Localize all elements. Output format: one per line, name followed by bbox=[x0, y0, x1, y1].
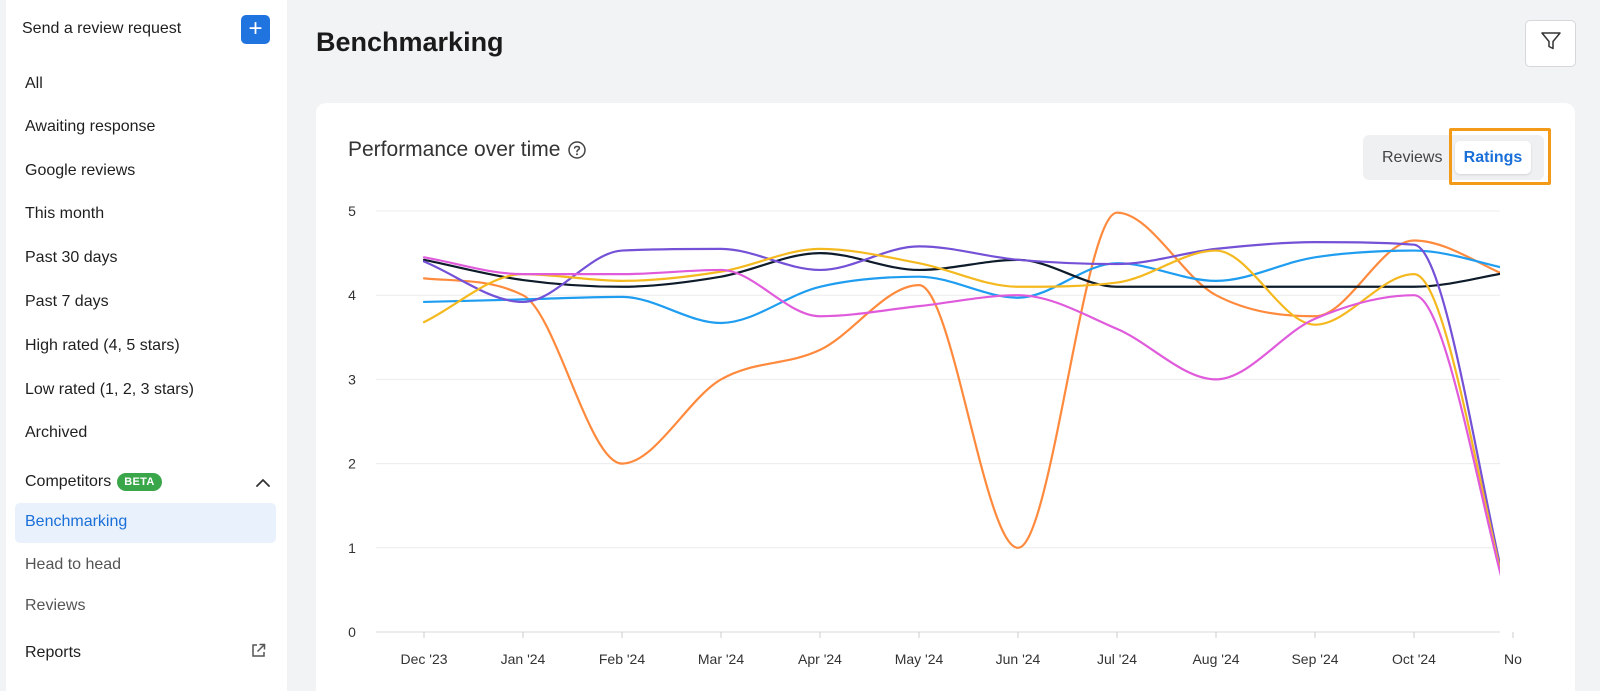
sidebar-item-benchmarking[interactable]: Benchmarking bbox=[15, 503, 276, 543]
help-circle-icon[interactable] bbox=[568, 141, 587, 159]
series-line-4[interactable] bbox=[422, 241, 1513, 619]
x-tick-label: Jun '24 bbox=[996, 651, 1041, 667]
competitors-label: Competitors bbox=[25, 473, 112, 490]
series-line-6[interactable] bbox=[422, 256, 1513, 619]
y-tick-label: 5 bbox=[348, 203, 356, 219]
series-line-5[interactable] bbox=[422, 247, 1513, 619]
x-tick-label: May '24 bbox=[895, 651, 944, 667]
sidebar-item-high-rated[interactable]: High rated (4, 5 stars) bbox=[25, 337, 180, 354]
series-line-3[interactable] bbox=[422, 252, 1513, 288]
sidebar: Send a review request + All Awaiting res… bbox=[0, 0, 287, 691]
x-tick-label: Apr '24 bbox=[798, 651, 842, 667]
ratings-highlight-box bbox=[1449, 128, 1551, 185]
reports-label: Reports bbox=[25, 644, 82, 661]
sidebar-item-benchmarking-label: Benchmarking bbox=[25, 513, 128, 530]
y-tick-label: 3 bbox=[348, 371, 356, 387]
y-tick-label: 4 bbox=[348, 287, 356, 303]
page-title: Benchmarking bbox=[316, 27, 504, 57]
sidebar-item-past-30-days[interactable]: Past 30 days bbox=[25, 249, 118, 266]
send-review-request-row: Send a review request + bbox=[22, 14, 270, 44]
y-tick-label: 1 bbox=[348, 540, 356, 556]
sidebar-item-past-7-days[interactable]: Past 7 days bbox=[25, 293, 109, 310]
add-review-request-button[interactable]: + bbox=[241, 14, 270, 44]
sidebar-item-archived[interactable]: Archived bbox=[25, 424, 88, 441]
plus-icon: + bbox=[248, 15, 263, 42]
sidebar-item-head-to-head[interactable]: Head to head bbox=[25, 556, 122, 573]
x-tick-label: Jan '24 bbox=[501, 651, 546, 667]
x-tick-label: Mar '24 bbox=[698, 651, 744, 667]
metric-toggle: Reviews Ratings bbox=[1363, 135, 1544, 180]
beta-badge: BETA bbox=[117, 473, 162, 491]
x-tick-label: No bbox=[1504, 651, 1522, 667]
sidebar-item-this-month[interactable]: This month bbox=[25, 205, 105, 222]
external-link-icon bbox=[251, 643, 266, 663]
x-tick-label: Oct '24 bbox=[1392, 651, 1436, 667]
x-tick-label: Aug '24 bbox=[1192, 651, 1239, 667]
filter-icon bbox=[1540, 30, 1562, 57]
toggle-ratings[interactable]: Ratings bbox=[1455, 141, 1531, 174]
y-tick-label: 2 bbox=[348, 456, 356, 472]
card-title-text: Performance over time bbox=[348, 138, 561, 161]
toggle-reviews[interactable]: Reviews bbox=[1382, 149, 1443, 166]
series-line-2[interactable] bbox=[422, 249, 1513, 325]
x-tick-label: Sep '24 bbox=[1291, 651, 1338, 667]
y-tick-label: 0 bbox=[348, 624, 356, 640]
filter-button[interactable] bbox=[1525, 20, 1576, 67]
chevron-up-icon[interactable] bbox=[256, 475, 270, 489]
sidebar-section-competitors[interactable]: Competitors BETA bbox=[25, 470, 270, 494]
sidebar-item-google-reviews[interactable]: Google reviews bbox=[25, 162, 136, 179]
send-review-request-label: Send a review request bbox=[22, 20, 182, 37]
sidebar-item-all[interactable]: All bbox=[25, 75, 43, 92]
sidebar-item-low-rated[interactable]: Low rated (1, 2, 3 stars) bbox=[25, 381, 194, 398]
x-tick-label: Feb '24 bbox=[599, 651, 645, 667]
performance-card bbox=[316, 103, 1575, 691]
x-tick-label: Dec '23 bbox=[400, 651, 447, 667]
sidebar-item-awaiting-response[interactable]: Awaiting response bbox=[25, 118, 156, 135]
sidebar-item-reviews[interactable]: Reviews bbox=[25, 597, 86, 614]
sidebar-panel bbox=[6, 0, 287, 691]
series-line-1[interactable] bbox=[422, 211, 1513, 549]
sidebar-item-reports[interactable]: Reports bbox=[25, 642, 266, 664]
x-tick-label: Jul '24 bbox=[1097, 651, 1137, 667]
card-title: Performance over time bbox=[348, 138, 587, 162]
